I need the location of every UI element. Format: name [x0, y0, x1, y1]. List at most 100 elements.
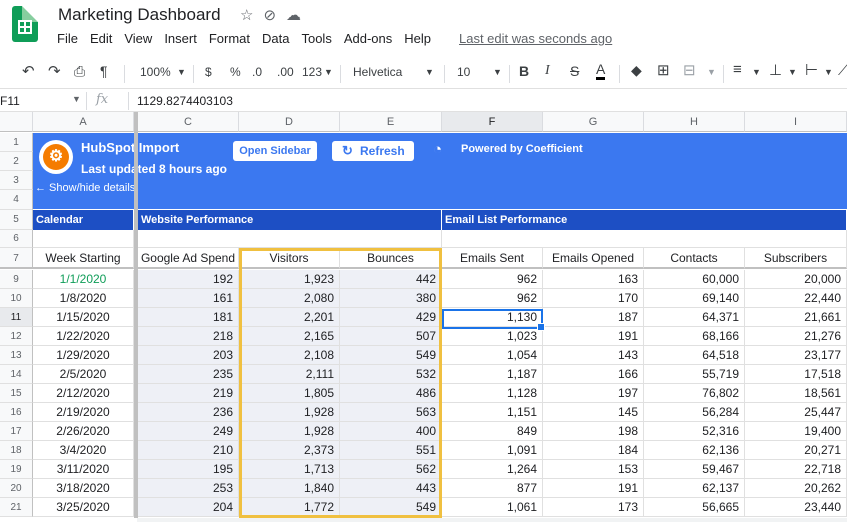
cell-bounces[interactable]: 562 — [340, 460, 442, 479]
cell-subscribers[interactable]: 25,447 — [745, 403, 847, 422]
cloud-status-icon[interactable]: ☁ — [286, 7, 302, 24]
cell-visitors[interactable]: 1,772 — [239, 498, 340, 517]
cell-bounces[interactable]: 507 — [340, 327, 442, 346]
fill-color-icon[interactable]: ◆ — [631, 62, 642, 78]
cell-emails-sent[interactable]: 1,151 — [442, 403, 543, 422]
cell-subscribers[interactable]: 20,262 — [745, 479, 847, 498]
valign-chevron-icon[interactable]: ▼ — [788, 67, 797, 77]
cell-emails-opened[interactable]: 173 — [543, 498, 644, 517]
print-icon[interactable]: ⎙ — [74, 63, 86, 79]
row-header[interactable]: 10 — [0, 289, 33, 308]
cell-emails-opened[interactable]: 191 — [543, 327, 644, 346]
open-sidebar-button[interactable]: Open Sidebar — [233, 141, 317, 161]
undo-icon[interactable]: ↶ — [22, 63, 35, 80]
cell-emails-sent[interactable]: 1,023 — [442, 327, 543, 346]
name-box-chevron-icon[interactable]: ▼ — [72, 94, 81, 104]
cell-visitors[interactable]: 1,840 — [239, 479, 340, 498]
text-wrap-icon[interactable]: ⊢ — [805, 62, 819, 79]
cell-emails-sent[interactable]: 877 — [442, 479, 543, 498]
row-header[interactable]: 13 — [0, 346, 33, 365]
cell-visitors[interactable]: 2,201 — [239, 308, 340, 327]
cell-week-starting[interactable]: 1/1/2020 — [33, 270, 134, 289]
cell-week-starting[interactable]: 2/19/2020 — [33, 403, 134, 422]
row-header[interactable]: 20 — [0, 479, 33, 498]
menu-insert[interactable]: Insert — [164, 31, 197, 46]
merge-cells-icon[interactable]: ⊟ — [683, 62, 696, 79]
row-header[interactable]: 4 — [0, 190, 33, 210]
column-header-a[interactable]: A — [33, 112, 134, 132]
cell-emails-opened[interactable]: 187 — [543, 308, 644, 327]
cell-visitors[interactable]: 2,111 — [239, 365, 340, 384]
cell-subscribers[interactable]: 19,400 — [745, 422, 847, 441]
cell-week-starting[interactable]: 3/4/2020 — [33, 441, 134, 460]
cell-subscribers[interactable]: 20,271 — [745, 441, 847, 460]
row-header[interactable]: 5 — [0, 210, 33, 230]
cell-contacts[interactable]: 55,719 — [644, 365, 745, 384]
move-icon[interactable]: ⊘ — [263, 7, 277, 24]
refresh-button[interactable]: ↻ Refresh — [332, 141, 414, 161]
cell-emails-opened[interactable]: 143 — [543, 346, 644, 365]
borders-icon[interactable]: ⊞ — [657, 62, 670, 79]
column-header-c[interactable]: C — [138, 112, 239, 132]
cell-emails-sent[interactable]: 962 — [442, 289, 543, 308]
cell-bounces[interactable]: 442 — [340, 270, 442, 289]
menu-view[interactable]: View — [124, 31, 153, 46]
cell-emails-opened[interactable]: 163 — [543, 270, 644, 289]
cell-visitors[interactable]: 1,923 — [239, 270, 340, 289]
menu-tools[interactable]: Tools — [301, 31, 332, 46]
formula-input[interactable]: 1129.8274403103 — [137, 94, 233, 108]
cell-emails-opened[interactable]: 145 — [543, 403, 644, 422]
cell-bounces[interactable]: 400 — [340, 422, 442, 441]
cell-emails-sent[interactable]: 1,264 — [442, 460, 543, 479]
cell-google-ad-spend[interactable]: 192 — [138, 270, 239, 289]
cell-contacts[interactable]: 56,284 — [644, 403, 745, 422]
cell-bounces[interactable]: 551 — [340, 441, 442, 460]
header-subscribers[interactable]: Subscribers — [745, 248, 847, 269]
cell-contacts[interactable]: 60,000 — [644, 270, 745, 289]
cell-subscribers[interactable]: 22,440 — [745, 289, 847, 308]
active-cell-selection[interactable] — [442, 309, 545, 331]
cell-subscribers[interactable]: 23,440 — [745, 498, 847, 517]
cell-emails-sent[interactable]: 1,187 — [442, 365, 543, 384]
font-chevron-down-icon[interactable]: ▼ — [425, 67, 434, 77]
cell-contacts[interactable]: 62,136 — [644, 441, 745, 460]
cell-week-starting[interactable]: 3/18/2020 — [33, 479, 134, 498]
sheets-logo-icon[interactable] — [12, 6, 38, 42]
cell-bounces[interactable]: 443 — [340, 479, 442, 498]
row-header[interactable]: 18 — [0, 441, 33, 460]
select-all-corner[interactable] — [0, 112, 33, 132]
cell-week-starting[interactable]: 1/29/2020 — [33, 346, 134, 365]
cell-google-ad-spend[interactable]: 203 — [138, 346, 239, 365]
currency-format-button[interactable]: $ — [205, 65, 212, 79]
font-select[interactable]: Helvetica — [353, 65, 403, 79]
row-header[interactable]: 19 — [0, 460, 33, 479]
cell-week-starting[interactable]: 3/25/2020 — [33, 498, 134, 517]
cell-visitors[interactable]: 1,928 — [239, 403, 340, 422]
cell-emails-sent[interactable]: 1,128 — [442, 384, 543, 403]
row-header[interactable]: 9 — [0, 270, 33, 289]
text-color-button[interactable]: A — [596, 62, 606, 80]
strikethrough-button[interactable]: S — [570, 63, 580, 79]
cell-visitors[interactable]: 2,080 — [239, 289, 340, 308]
font-size-select[interactable]: 10 — [457, 65, 471, 79]
cell-contacts[interactable]: 64,371 — [644, 308, 745, 327]
header-emails-opened[interactable]: Emails Opened — [543, 248, 644, 269]
row-header[interactable]: 1 — [0, 133, 33, 152]
cell-visitors[interactable]: 1,805 — [239, 384, 340, 403]
cell-contacts[interactable]: 64,518 — [644, 346, 745, 365]
header-google-ad-spend[interactable]: Google Ad Spend — [138, 248, 239, 269]
column-header-f[interactable]: F — [442, 112, 543, 132]
cell-google-ad-spend[interactable]: 219 — [138, 384, 239, 403]
cell-emails-opened[interactable]: 197 — [543, 384, 644, 403]
percent-format-button[interactable]: % — [230, 65, 241, 79]
cell-bounces[interactable]: 549 — [340, 498, 442, 517]
column-header-g[interactable]: G — [543, 112, 644, 132]
vertical-align-icon[interactable]: ⊥ — [769, 62, 783, 79]
italic-button[interactable]: I — [545, 63, 550, 78]
cell-subscribers[interactable]: 18,561 — [745, 384, 847, 403]
menu-addons[interactable]: Add-ons — [343, 31, 393, 46]
cell-google-ad-spend[interactable]: 253 — [138, 479, 239, 498]
header-emails-sent[interactable]: Emails Sent — [442, 248, 543, 269]
frozen-column-divider[interactable] — [134, 112, 138, 518]
cell-contacts[interactable]: 59,467 — [644, 460, 745, 479]
